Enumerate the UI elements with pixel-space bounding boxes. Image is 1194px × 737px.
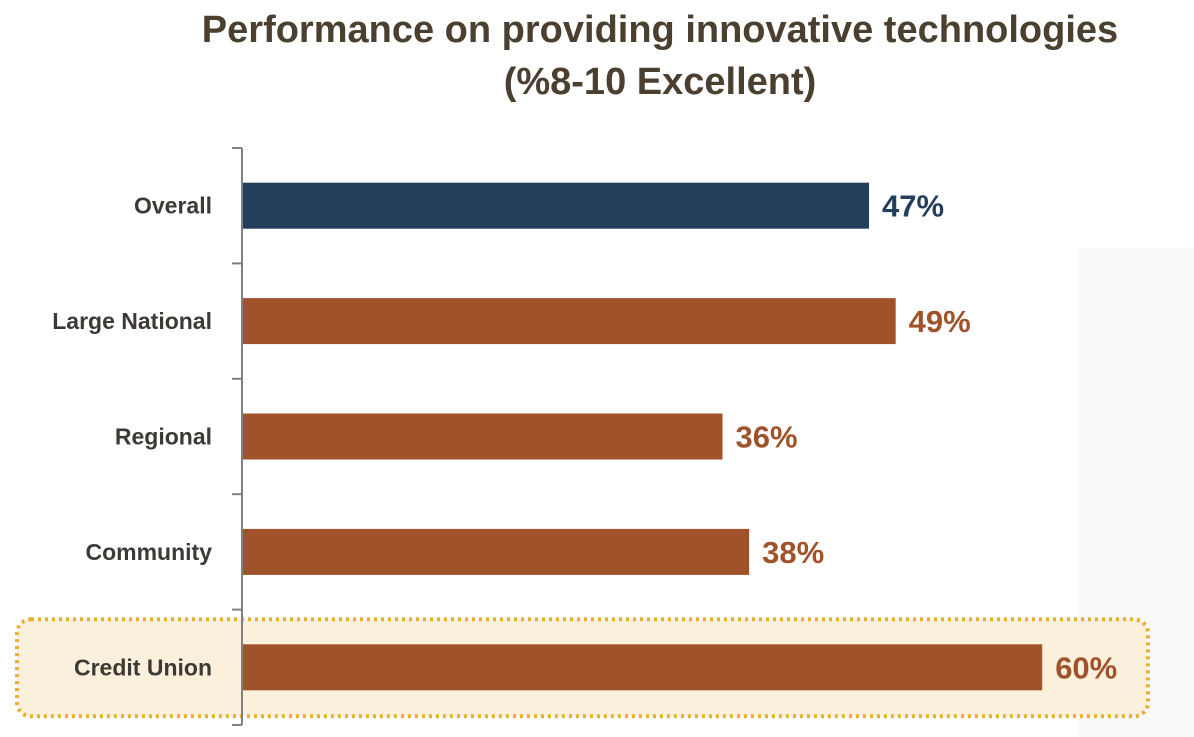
data-label: 49% bbox=[909, 304, 971, 339]
title-line: Performance on providing innovative tech… bbox=[201, 9, 1119, 51]
category-label: Overall bbox=[134, 193, 212, 219]
category-label: Community bbox=[86, 539, 213, 565]
subtitle-line: (%8-10 Excellent) bbox=[503, 61, 817, 103]
category-label: Large National bbox=[52, 308, 212, 334]
category-label: Regional bbox=[115, 424, 212, 450]
data-label: 38% bbox=[762, 535, 824, 570]
data-label: 47% bbox=[882, 189, 944, 224]
chart-title: Performance on providing innovative tech… bbox=[140, 4, 1180, 108]
bar-overall bbox=[243, 182, 870, 229]
data-label: 60% bbox=[1055, 650, 1117, 685]
bar-regional bbox=[243, 413, 723, 460]
category-label: Credit Union bbox=[74, 654, 212, 680]
bar-credit-union bbox=[243, 644, 1043, 691]
data-label: 36% bbox=[736, 420, 798, 455]
bar-large-national bbox=[243, 298, 896, 345]
bar-community bbox=[243, 528, 750, 575]
